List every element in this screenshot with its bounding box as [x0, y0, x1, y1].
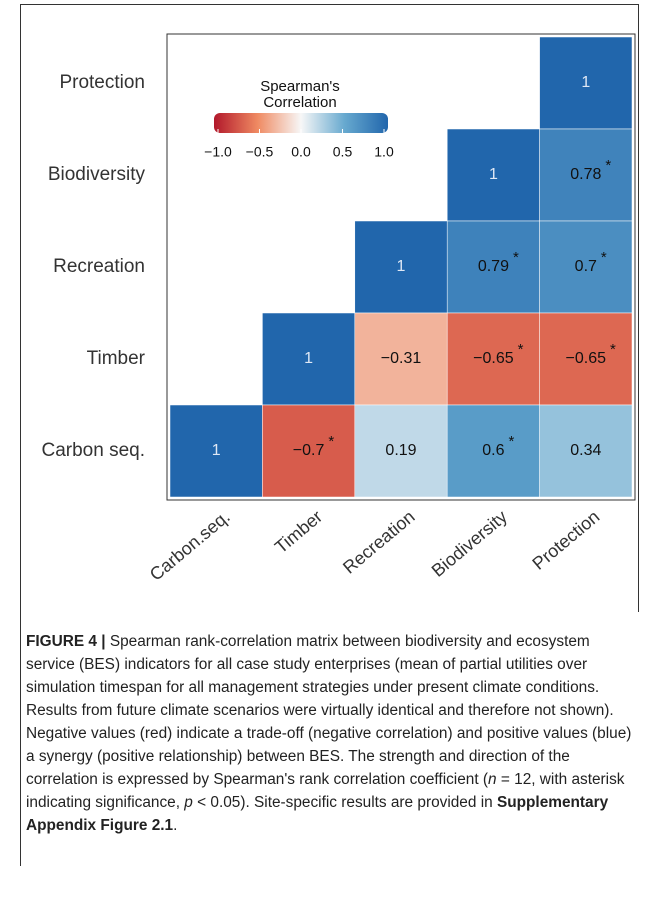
heatmap-cell [539, 128, 633, 222]
significance-mark: * [328, 433, 334, 450]
caption-italic: n [488, 771, 497, 788]
figure-frame [20, 4, 639, 612]
heatmap-cell [262, 312, 356, 406]
cell-label: 1 [397, 258, 406, 275]
legend-title: Spearman's [260, 78, 340, 95]
significance-mark: * [509, 433, 515, 450]
heatmap-cell [354, 220, 448, 314]
colorbar-tick-label: −0.5 [246, 144, 274, 160]
significance-mark: * [605, 157, 611, 174]
significance-mark: * [518, 341, 524, 358]
heatmap-cell [354, 312, 448, 406]
heatmap-cell [446, 128, 540, 222]
colorbar-tick-label: 0.0 [291, 144, 311, 160]
cell-label: −0.65 [473, 350, 514, 367]
caption-text: . [173, 817, 178, 834]
x-tick-label: Biodiversity [428, 506, 511, 580]
cell-label: 0.19 [385, 442, 416, 459]
heatmap-cell [539, 404, 633, 498]
cell-label: 1 [581, 74, 590, 91]
cell-label: 0.34 [570, 442, 601, 459]
caption-italic: p [184, 794, 193, 811]
heatmap-cell [262, 404, 356, 498]
heatmap-cell [446, 312, 540, 406]
cell-label: 1 [212, 442, 221, 459]
y-tick-label: Recreation [53, 256, 145, 277]
x-tick-label: Recreation [339, 506, 419, 577]
caption-text: = 12, with asterisk indicating significa… [26, 771, 625, 811]
cell-label: −0.31 [381, 350, 422, 367]
cell-label: 0.7 [575, 258, 597, 275]
heatmap-cell [354, 404, 448, 498]
panel-border [166, 33, 636, 501]
colorbar [214, 113, 388, 133]
y-tick-label: Biodiversity [48, 164, 146, 185]
cell-label: −0.7 [293, 442, 325, 459]
caption: FIGURE 4 | Spearman rank-correlation mat… [26, 630, 638, 837]
x-tick-label: Protection [528, 506, 603, 573]
heatmap-cell [446, 404, 540, 498]
caption-label: FIGURE 4 | [26, 633, 106, 650]
x-tick-label: Timber [271, 506, 326, 557]
cell-label: 1 [304, 350, 313, 367]
y-tick-label: Carbon seq. [41, 440, 145, 461]
heatmap-cell [539, 220, 633, 314]
heatmap-cell [539, 312, 633, 406]
caption-text: < 0.05). Site-specific results are provi… [192, 794, 497, 811]
legend-title: Correlation [263, 94, 336, 111]
cell-label: 0.79 [478, 258, 509, 275]
heatmap-cell [539, 36, 633, 130]
significance-mark: * [610, 341, 616, 358]
chart: ProtectionBiodiversityRecreationTimberCa… [41, 33, 636, 585]
cell-label: 1 [489, 166, 498, 183]
caption-ref: Supplementary Appendix Figure 2.1 [26, 794, 609, 834]
cell-label: 0.78 [570, 166, 601, 183]
significance-mark: * [513, 249, 519, 266]
heatmap-cell [169, 404, 263, 498]
heatmap-cell [446, 220, 540, 314]
cell-label: −0.65 [566, 350, 607, 367]
colorbar-tick-label: −1.0 [204, 144, 232, 160]
y-tick-label: Timber [87, 348, 146, 369]
caption-rule [20, 612, 21, 866]
colorbar-tick-label: 1.0 [374, 144, 394, 160]
x-tick-label: Carbon.seq. [146, 506, 234, 584]
significance-mark: * [601, 249, 607, 266]
y-tick-label: Protection [59, 72, 145, 93]
cell-label: 0.6 [482, 442, 504, 459]
colorbar-tick-label: 0.5 [333, 144, 353, 160]
caption-text: Spearman rank-correlation matrix between… [26, 633, 632, 788]
